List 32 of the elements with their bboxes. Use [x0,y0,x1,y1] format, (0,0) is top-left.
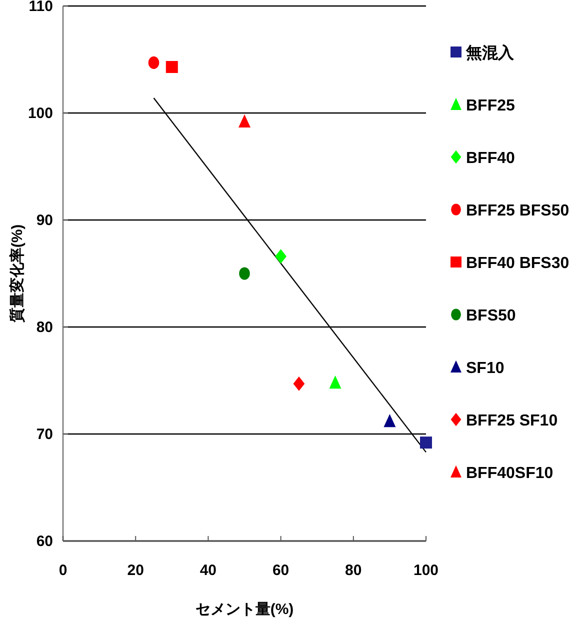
point [384,414,396,428]
point [148,56,160,70]
x-tick-label: 60 [272,562,290,579]
point [239,267,250,280]
y-axis-title: 質量変化率(%) [8,224,26,324]
legend-label: SF10 [466,360,504,377]
legend-label: BFF40 [466,150,515,167]
point [420,436,432,449]
legend-label: BFF40SF10 [466,465,554,482]
legend-label: 無混入 [465,44,515,62]
point [166,60,178,73]
y-tick-label: 100 [28,105,53,122]
x-tick-label: 40 [200,562,217,579]
legend-label: BFF25 SF10 [466,412,558,430]
legend-label: BFF25 [466,98,515,114]
point [329,375,342,389]
point [293,376,305,391]
point [275,249,286,264]
y-tick-label: 90 [36,212,53,229]
x-tick-label: 20 [127,562,144,579]
x-tick-label: 100 [413,562,439,579]
y-tick-label: 70 [36,426,53,443]
legend-label: BFS50 [466,308,516,324]
legend-label: BFF25 BFS50 [466,202,570,220]
x-tick-label: 0 [58,562,68,579]
y-tick-label: 80 [36,319,53,336]
point [238,114,250,128]
y-tick-label: 60 [36,533,53,550]
x-tick-label: 80 [345,562,362,579]
y-tick-label: 110 [28,0,53,15]
legend-label: BFF40 BFS30 [466,255,570,272]
x-axis-title: セメント量(%) [195,601,294,618]
